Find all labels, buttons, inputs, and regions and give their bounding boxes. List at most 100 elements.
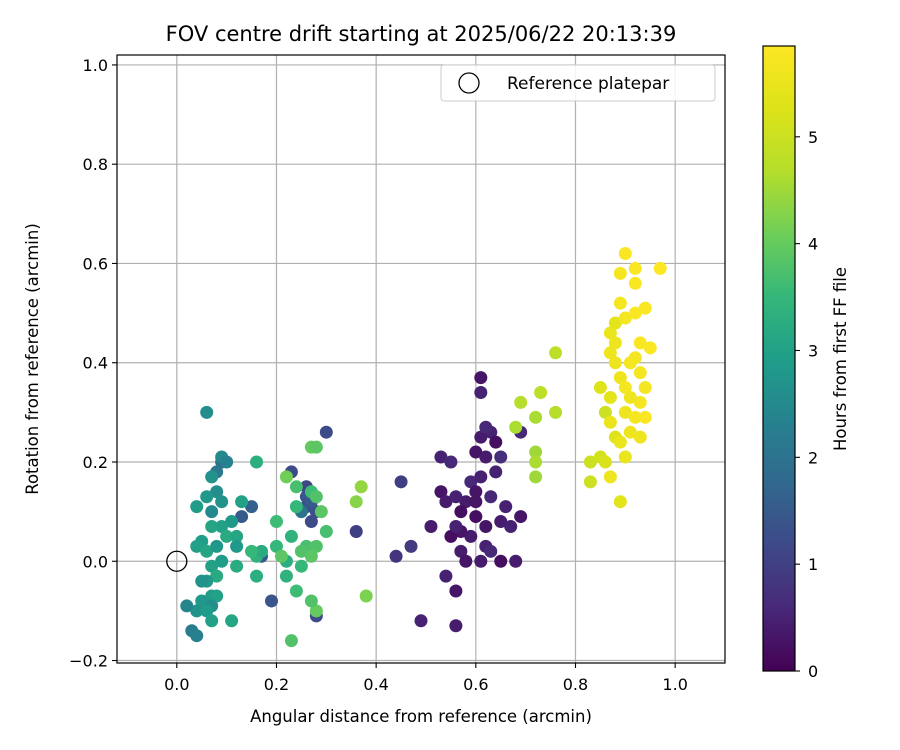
data-point [638, 410, 652, 424]
data-point [210, 589, 224, 603]
data-point [479, 520, 493, 534]
data-point [633, 366, 647, 380]
data-point [509, 554, 523, 568]
data-point [444, 529, 458, 543]
data-point [250, 569, 264, 583]
data-point [638, 301, 652, 315]
data-point [603, 346, 617, 360]
data-point [623, 390, 637, 404]
data-point [294, 544, 308, 558]
data-point [235, 495, 249, 509]
data-point [633, 430, 647, 444]
data-point [489, 465, 503, 479]
data-point [205, 520, 219, 534]
data-point [349, 495, 363, 509]
data-point [394, 475, 408, 489]
colorbar-tick-label: 3 [808, 341, 818, 360]
y-tick-label: 0.8 [83, 155, 108, 174]
colorbar-tick-label: 0 [808, 662, 818, 681]
data-point [583, 475, 597, 489]
data-point [628, 276, 642, 290]
data-point [514, 510, 528, 524]
data-point [200, 405, 214, 419]
data-point [309, 440, 323, 454]
data-point [479, 450, 493, 464]
data-point [264, 594, 278, 608]
data-point [464, 475, 478, 489]
data-point [274, 549, 288, 563]
data-point [499, 500, 513, 514]
data-point [304, 594, 318, 608]
data-point [389, 549, 403, 563]
data-point [643, 341, 657, 355]
data-point [608, 316, 622, 330]
data-point [439, 569, 453, 583]
data-point [618, 405, 632, 419]
data-point [484, 490, 498, 504]
data-point [294, 559, 308, 573]
data-point [200, 490, 214, 504]
data-point [449, 490, 463, 504]
data-point [474, 371, 488, 385]
colorbar-tick-label: 4 [808, 235, 818, 254]
data-point [289, 584, 303, 598]
data-point [529, 410, 543, 424]
data-point [245, 544, 259, 558]
data-point [613, 296, 627, 310]
colorbar-tick-label: 1 [808, 555, 818, 574]
data-point [444, 455, 458, 469]
data-point [284, 634, 298, 648]
data-point [479, 420, 493, 434]
data-point [215, 520, 229, 534]
data-point [469, 485, 483, 499]
data-point [309, 539, 323, 553]
data-point [205, 470, 219, 484]
data-point [529, 470, 543, 484]
data-point [190, 500, 204, 514]
data-point [653, 261, 667, 275]
data-point [314, 505, 328, 519]
data-point [359, 589, 373, 603]
data-point [638, 381, 652, 395]
colorbar-ticks: 0 1 2 3 4 5 [795, 128, 818, 681]
data-point [205, 505, 219, 519]
data-point [593, 381, 607, 395]
data-point [210, 569, 224, 583]
data-point [474, 554, 488, 568]
data-point [613, 435, 627, 449]
data-point [608, 356, 622, 370]
legend-box [440, 64, 716, 102]
data-point [549, 346, 563, 360]
data-point [474, 430, 488, 444]
x-tick-label: 1.0 [662, 675, 687, 694]
data-point [529, 445, 543, 459]
data-point [200, 604, 214, 618]
data-point [309, 490, 323, 504]
data-point [304, 549, 318, 563]
data-point [255, 544, 269, 558]
y-axis-label: Rotation from reference (arcmin) [23, 223, 42, 495]
data-point [250, 455, 264, 469]
data-point [628, 410, 642, 424]
colorbar: 0 1 2 3 4 5 Hours from first FF file [762, 45, 850, 681]
data-point [279, 470, 293, 484]
data-point [603, 390, 617, 404]
data-point [454, 505, 468, 519]
legend-reference-marker [458, 72, 480, 94]
data-point [628, 306, 642, 320]
data-point [269, 539, 283, 553]
data-point [434, 485, 448, 499]
y-tick-label: 0.6 [83, 254, 108, 273]
data-point [534, 386, 548, 400]
data-point [424, 520, 438, 534]
data-point [633, 336, 647, 350]
data-point [618, 381, 632, 395]
data-point [449, 584, 463, 598]
data-point [289, 480, 303, 494]
data-point [319, 524, 333, 538]
data-point [230, 529, 244, 543]
data-point [509, 420, 523, 434]
data-point [200, 544, 214, 558]
data-point [613, 495, 627, 509]
